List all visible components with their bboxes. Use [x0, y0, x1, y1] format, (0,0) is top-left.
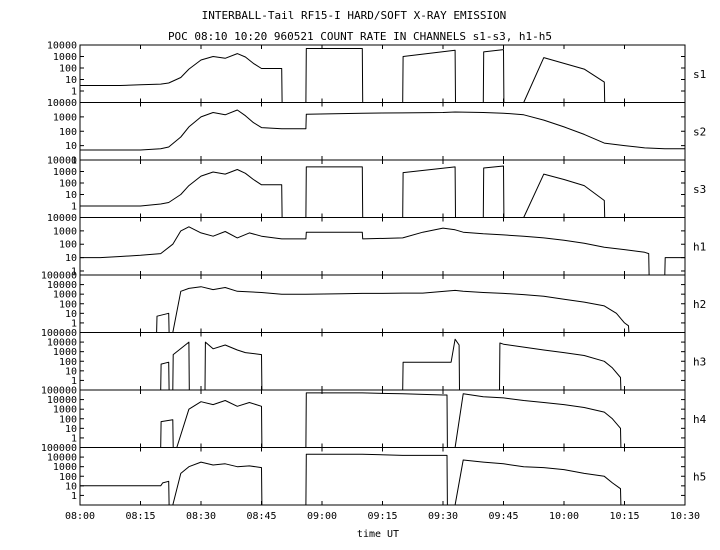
y-tick-label-s3: 1000 [53, 167, 77, 178]
y-tick-label-h1: 1000 [53, 226, 77, 237]
chart-subtitle: POC 08:10 10:20 960521 COUNT RATE IN CHA… [168, 30, 552, 43]
channel-label-h1: h1 [693, 240, 706, 253]
y-tick-label-h4: 10 [65, 424, 77, 435]
y-tick-label-s3: 100 [59, 179, 77, 190]
y-tick-label-h4: 10000 [47, 395, 77, 406]
x-tick-label: 09:15 [367, 511, 397, 522]
y-tick-label-s2: 10 [65, 141, 77, 152]
y-tick-label-h2: 100 [59, 299, 77, 310]
y-tick-label-s3: 10000 [47, 156, 77, 167]
x-tick-label: 08:15 [125, 511, 155, 522]
y-tick-label-s1: 1000 [53, 52, 77, 63]
y-tick-label-s3: 10 [65, 190, 77, 201]
y-tick-label-h5: 10 [65, 481, 77, 492]
panel-frame-s2 [79, 102, 686, 161]
y-tick-label-h1: 1 [71, 266, 77, 277]
y-tick-label-h4: 1 [71, 433, 77, 444]
channel-label-s1: s1 [693, 68, 706, 81]
series-line-h1 [80, 226, 685, 276]
x-tick-label: 08:30 [186, 511, 216, 522]
channel-label-h4: h4 [693, 413, 707, 426]
y-tick-label-s1: 10000 [47, 41, 77, 52]
y-tick-label-h5: 100000 [41, 443, 77, 454]
y-tick-label-h3: 10000 [47, 338, 77, 349]
y-tick-label-s2: 100 [59, 127, 77, 138]
channel-label-s3: s3 [693, 183, 706, 196]
y-tick-label-s2: 1 [71, 156, 77, 167]
x-tick-label: 10:15 [609, 511, 639, 522]
series-line-h5 [80, 453, 685, 506]
y-tick-label-h2: 1 [71, 318, 77, 329]
x-tick-label: 08:45 [246, 511, 276, 522]
channel-label-h3: h3 [693, 355, 706, 368]
panels: 110100100010000s1110100100010000s2110100… [41, 41, 707, 506]
y-tick-label-h2: 10000 [47, 280, 77, 291]
y-tick-label-h3: 1 [71, 376, 77, 387]
channel-label-h5: h5 [693, 470, 706, 483]
y-tick-label-h2: 1000 [53, 290, 77, 301]
y-tick-label-h3: 100000 [41, 328, 77, 339]
y-tick-label-s1: 1 [71, 87, 77, 98]
y-tick-label-h3: 100 [59, 357, 77, 368]
y-tick-label-h5: 1 [71, 491, 77, 502]
channel-label-s2: s2 [693, 125, 706, 138]
y-tick-label-h1: 10000 [47, 213, 77, 224]
panel-frame-h3 [79, 332, 686, 391]
x-tick-label: 08:00 [65, 511, 95, 522]
x-tick-label: 09:30 [428, 511, 458, 522]
x-axis: 08:00 08:15 08:30 08:45 09:00 09:15 09:30 09:45… [65, 511, 700, 522]
y-tick-label-s1: 10 [65, 75, 77, 86]
y-tick-label-h3: 10 [65, 366, 77, 377]
y-tick-label-h4: 100000 [41, 386, 77, 397]
x-tick-label: 09:45 [488, 511, 518, 522]
x-tick-label: 10:00 [549, 511, 579, 522]
y-tick-label-s2: 10000 [47, 98, 77, 109]
y-tick-label-h5: 100 [59, 472, 77, 483]
y-tick-label-h5: 1000 [53, 462, 77, 473]
y-tick-label-h4: 100 [59, 414, 77, 425]
channel-label-h2: h2 [693, 298, 706, 311]
series-line-s3 [80, 165, 685, 218]
series-line-s1 [80, 48, 685, 103]
series-line-s2 [80, 109, 685, 151]
y-tick-label-s2: 1000 [53, 112, 77, 123]
chart-title: INTERBALL-Tail RF15-I HARD/SOFT X-RAY EM… [202, 9, 507, 22]
y-tick-label-s1: 100 [59, 64, 77, 75]
x-tick-label: 09:00 [307, 511, 337, 522]
panel-frame-h4 [79, 389, 686, 448]
y-tick-label-s3: 1 [71, 202, 77, 213]
x-tick-label: 10:30 [670, 511, 700, 522]
series-line-h3 [80, 338, 685, 391]
series-line-h4 [80, 392, 685, 448]
x-axis-label: time UT [357, 529, 399, 540]
series-line-h2 [80, 286, 685, 333]
y-tick-label-h1: 10 [65, 253, 77, 264]
panel-s2: 1 10 100 1000 10000 s2 [47, 98, 706, 167]
y-tick-label-h4: 1000 [53, 405, 77, 416]
panel-frame-s1 [79, 44, 686, 103]
panel-h1: 1 10 100 1000 10000 h1 [47, 213, 706, 277]
panel-frame-h5 [79, 447, 686, 506]
y-tick-label-h5: 10000 [47, 453, 77, 464]
y-tick-label-h2: 10 [65, 309, 77, 320]
y-tick-label-h3: 1000 [53, 347, 77, 358]
panel-frame-s3 [79, 159, 686, 218]
y-tick-label-h2: 100000 [41, 271, 77, 282]
y-tick-label-h1: 100 [59, 240, 77, 251]
